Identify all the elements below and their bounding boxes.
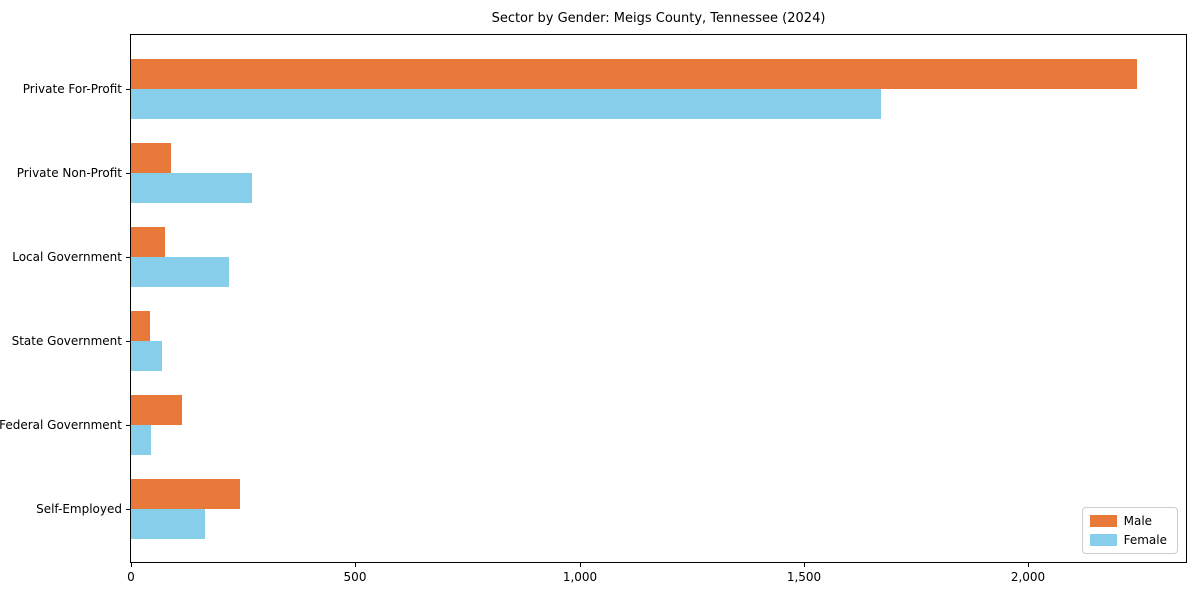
y-axis-label-local-government: Local Government <box>12 250 122 264</box>
legend-swatch-male <box>1089 515 1117 527</box>
y-axis-label-federal-government: Federal Government <box>0 418 122 432</box>
bar-female-local-government <box>131 257 229 287</box>
legend: Male Female <box>1081 507 1178 554</box>
y-axis-label-private-non-profit: Private Non-Profit <box>16 166 122 180</box>
legend-swatch-female <box>1089 534 1117 546</box>
y-axis-tick-state-government <box>126 341 130 342</box>
legend-item-female: Female <box>1089 533 1167 547</box>
x-axis-label-500: 500 <box>343 570 367 584</box>
x-axis-label-0: 0 <box>127 570 135 584</box>
x-axis-label-1000: 1,000 <box>562 570 598 584</box>
x-axis-tick-500 <box>355 563 356 567</box>
legend-label-female: Female <box>1123 533 1167 547</box>
bar-female-self-employed <box>131 509 205 539</box>
y-axis-label-private-for-profit: Private For-Profit <box>22 82 122 96</box>
x-axis-label-2000: 2,000 <box>1010 570 1046 584</box>
legend-label-male: Male <box>1123 514 1153 528</box>
y-axis-tick-private-for-profit <box>126 89 130 90</box>
x-axis-label-1500: 1,500 <box>786 570 822 584</box>
y-axis-label-state-government: State Government <box>11 334 122 348</box>
bar-male-private-non-profit <box>131 143 171 173</box>
bar-male-state-government <box>131 311 150 341</box>
bar-female-state-government <box>131 341 162 371</box>
bar-female-federal-government <box>131 425 151 455</box>
bar-female-private-for-profit <box>131 89 881 119</box>
x-axis-tick-2000 <box>1028 563 1029 567</box>
x-axis-tick-1000 <box>580 563 581 567</box>
legend-item-male: Male <box>1089 514 1167 528</box>
y-axis-tick-self-employed <box>126 509 130 510</box>
bar-male-federal-government <box>131 395 182 425</box>
bar-female-private-non-profit <box>131 173 252 203</box>
bar-male-self-employed <box>131 479 240 509</box>
y-axis-tick-local-government <box>126 257 130 258</box>
chart-title: Sector by Gender: Meigs County, Tennesse… <box>491 11 826 26</box>
bar-male-local-government <box>131 227 165 257</box>
bar-male-private-for-profit <box>131 59 1137 89</box>
x-axis-tick-1500 <box>804 563 805 567</box>
y-axis-tick-private-non-profit <box>126 173 130 174</box>
plot-area: Male Female Private For-Profit Private No… <box>0 34 1187 584</box>
x-axis-tick-0 <box>131 563 132 567</box>
y-axis-tick-federal-government <box>126 425 130 426</box>
y-axis-label-self-employed: Self-Employed <box>36 502 122 516</box>
